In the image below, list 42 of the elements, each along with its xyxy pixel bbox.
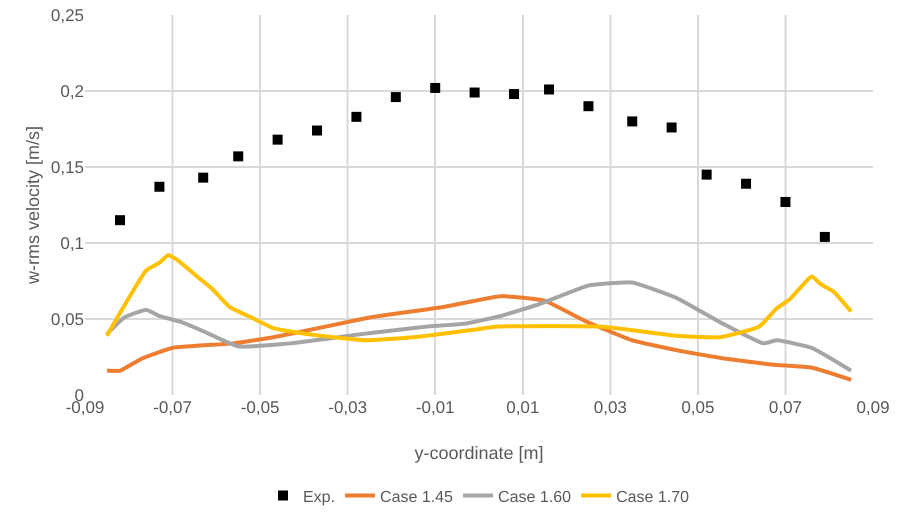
point (430, 82, 440, 93)
line-series (104, 253, 854, 342)
point (115, 215, 126, 226)
point (351, 112, 362, 122)
point (780, 196, 790, 207)
y-tick-label: 0,15 (50, 158, 84, 177)
x-tick-label: 0,01 (506, 398, 540, 417)
point (666, 122, 677, 132)
point (627, 116, 638, 126)
x-tick-label: 0,09 (856, 398, 890, 417)
point (509, 89, 520, 100)
point (470, 88, 480, 98)
point (312, 126, 322, 136)
point (741, 178, 752, 189)
y-tick-label: 0,2 (60, 82, 84, 101)
y-tick-label: 0,1 (60, 234, 84, 253)
point (583, 101, 594, 112)
line-series (104, 294, 854, 382)
point (390, 92, 401, 102)
legend-label: Case 1.45 (380, 488, 454, 506)
point (198, 172, 208, 183)
x-tick-label: -0,07 (153, 398, 192, 417)
point (544, 84, 554, 94)
point (233, 151, 244, 162)
x-tick-label: -0,05 (240, 398, 280, 417)
x-axis-title: y-coordinate [m] (414, 443, 544, 463)
y-axis-title: w-rms velocity [m/s] (23, 126, 43, 286)
y-tick-label: 0,25 (50, 6, 84, 25)
point (702, 170, 712, 180)
line-series (104, 280, 854, 373)
legend-label: Exp. (303, 488, 336, 506)
x-tick-label: 0,07 (768, 398, 802, 417)
point (820, 232, 830, 242)
x-tick-label: -0,01 (416, 398, 455, 417)
legend-label: Case 1.70 (616, 488, 690, 506)
x-tick-label: 0,05 (681, 398, 714, 417)
x-tick-label: -0,03 (328, 398, 368, 417)
point (154, 182, 164, 192)
point (272, 134, 283, 145)
legend-label: Case 1.60 (498, 488, 572, 506)
y-tick-label: 0,05 (50, 310, 84, 329)
x-tick-label: 0,03 (594, 398, 627, 417)
